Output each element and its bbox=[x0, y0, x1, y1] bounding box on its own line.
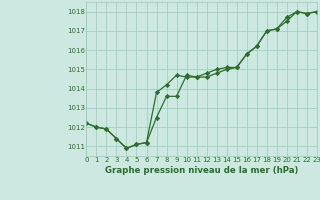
X-axis label: Graphe pression niveau de la mer (hPa): Graphe pression niveau de la mer (hPa) bbox=[105, 166, 298, 175]
